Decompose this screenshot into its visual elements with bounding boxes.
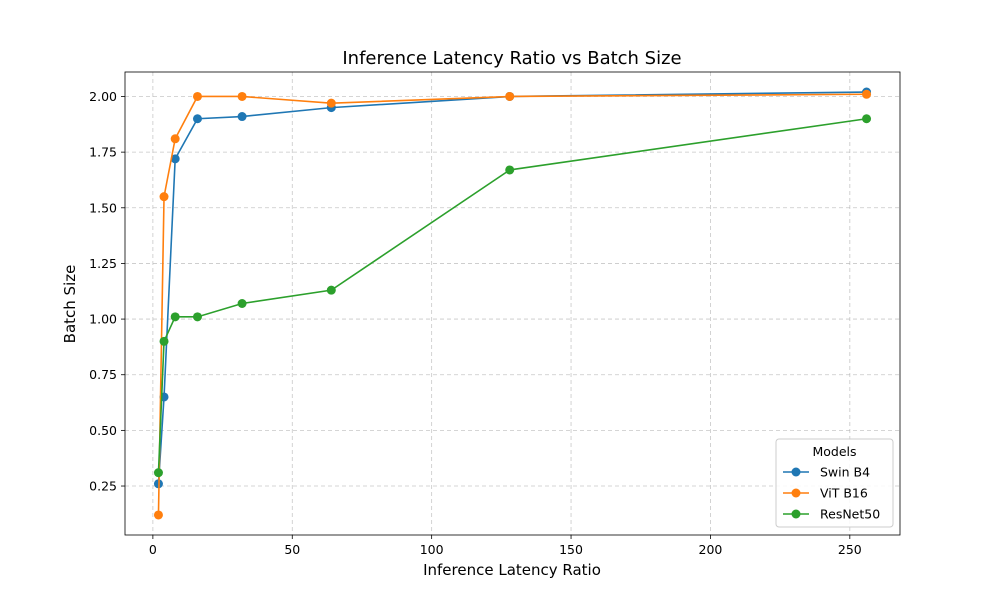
data-point (192, 312, 202, 322)
data-point (170, 312, 180, 322)
legend-marker (791, 509, 801, 519)
y-tick-label: 0.50 (89, 423, 117, 438)
data-point (326, 285, 336, 295)
data-point (192, 91, 202, 101)
data-point (237, 112, 247, 122)
y-axis: 0.25 0.50 0.75 1.00 1.25 1.50 1.75 2.00 (89, 89, 125, 494)
x-tick-label: 100 (420, 542, 444, 557)
x-axis: 0 50 100 150 200 250 (149, 535, 862, 557)
data-point (153, 510, 163, 520)
legend-item: ResNet50 (783, 507, 880, 522)
legend-label: ResNet50 (820, 507, 880, 522)
data-point (159, 192, 169, 202)
data-point (170, 154, 180, 164)
chart-title: Inference Latency Ratio vs Batch Size (342, 48, 681, 69)
legend-items: Swin B4 ViT B16 ResNet50 (783, 465, 880, 522)
y-tick-label: 0.25 (89, 479, 117, 494)
series-line (157, 93, 867, 515)
series-layer (153, 87, 872, 520)
legend-label: Swin B4 (820, 465, 870, 480)
x-tick-label: 200 (699, 542, 723, 557)
legend-box (775, 438, 894, 528)
legend-marker (791, 488, 801, 498)
data-point (862, 114, 872, 124)
x-axis-label: Inference Latency Ratio (423, 561, 601, 579)
x-tick-label: 50 (284, 542, 300, 557)
data-point (170, 134, 180, 144)
legend-item: ViT B16 (783, 486, 868, 501)
data-point (505, 91, 515, 101)
data-point (237, 91, 247, 101)
y-tick-label: 1.75 (89, 145, 117, 160)
series-vit-b16 (153, 89, 872, 520)
x-tick-label: 150 (559, 542, 583, 557)
x-tick-label: 250 (838, 542, 862, 557)
y-axis-label: Batch Size (61, 265, 79, 344)
x-tick-label: 0 (149, 542, 157, 557)
y-tick-label: 0.75 (89, 367, 117, 382)
y-tick-label: 1.25 (89, 256, 117, 271)
data-point (192, 114, 202, 124)
series-swin-b4 (153, 87, 872, 489)
data-point (159, 336, 169, 346)
plot-frame (124, 71, 901, 536)
y-tick-label: 2.00 (89, 89, 117, 104)
data-point (237, 299, 247, 308)
series-line (157, 91, 867, 484)
data-point (862, 89, 872, 99)
data-point (505, 165, 515, 175)
data-point (326, 98, 336, 108)
legend-item: Swin B4 (783, 465, 870, 480)
legend-title: Models (812, 444, 856, 459)
data-point (153, 468, 163, 478)
legend: Models Swin B4 ViT B16 ResNet50 (775, 438, 894, 528)
y-tick-label: 1.50 (89, 200, 117, 215)
series-resnet50 (153, 114, 872, 478)
legend-label: ViT B16 (820, 486, 868, 501)
y-tick-label: 1.00 (89, 312, 117, 327)
legend-marker (791, 467, 801, 477)
